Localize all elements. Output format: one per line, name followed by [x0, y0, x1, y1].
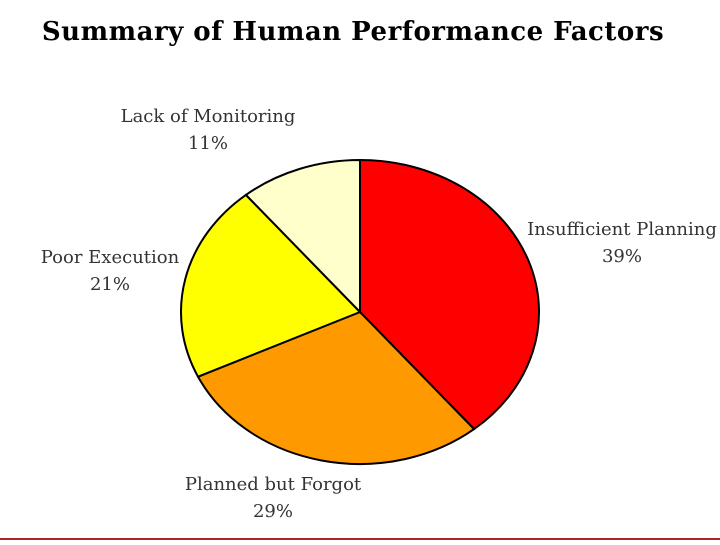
- slice-percent-label: 39%: [602, 246, 642, 267]
- chart-title: Summary of Human Performance Factors: [42, 17, 664, 47]
- slice-name-label: Planned but Forgot: [185, 474, 362, 495]
- pie-slices: [180, 158, 540, 465]
- slice-percent-label: 21%: [90, 274, 130, 295]
- slice-name-label: Poor Execution: [41, 247, 180, 268]
- slice-name-label: Insufficient Planning: [527, 219, 717, 240]
- pie-slice-lack-of-monitoring: [244, 158, 361, 315]
- slice-percent-label: 29%: [253, 501, 293, 522]
- bottom-divider: [0, 538, 720, 540]
- slice-name-label: Lack of Monitoring: [121, 106, 296, 127]
- slice-labels: Insufficient Planning 39% Planned but Forg…: [41, 106, 717, 522]
- pie-slice-poor-execution: [180, 193, 362, 378]
- slice-percent-label: 11%: [188, 133, 228, 154]
- pie-slice-insufficient-planning: [359, 158, 540, 431]
